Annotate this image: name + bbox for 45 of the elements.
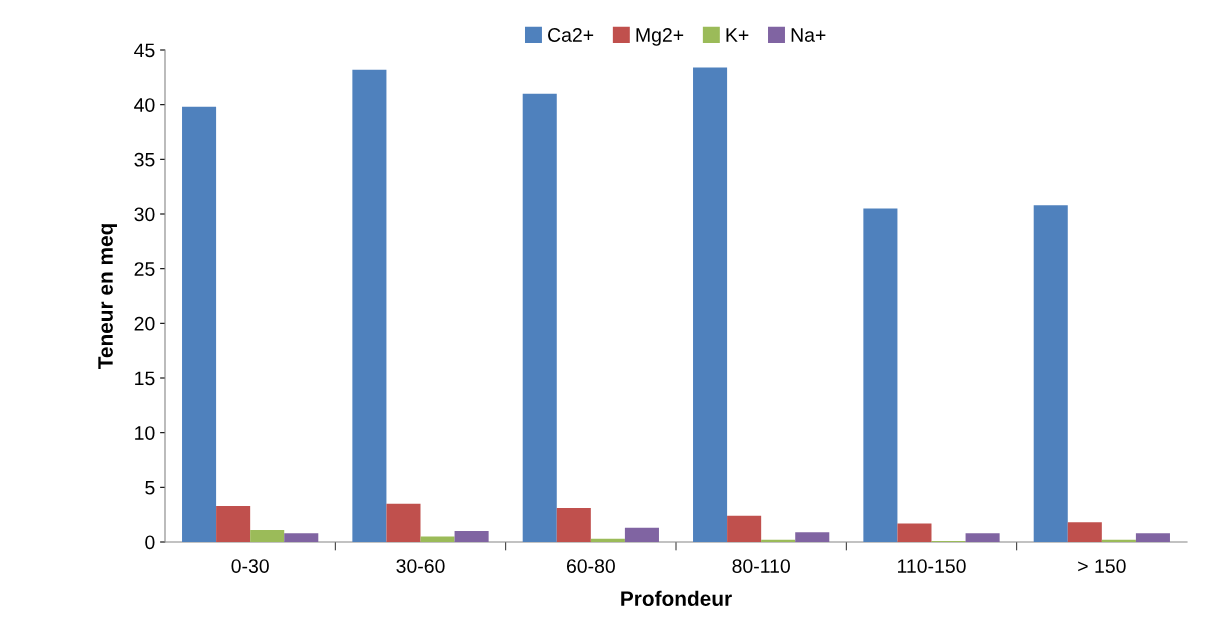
bar xyxy=(590,538,625,542)
y-axis-title: Teneur en meq xyxy=(98,224,117,370)
x-tick-label: 30-60 xyxy=(396,559,445,573)
bar xyxy=(216,505,251,542)
y-tick-label: 45 xyxy=(134,43,155,58)
legend-label: Na+ xyxy=(791,28,826,42)
bar xyxy=(1101,539,1136,542)
bar xyxy=(965,533,1000,542)
bar xyxy=(863,208,898,542)
y-tick-label: 10 xyxy=(135,426,155,440)
x-axis-title: Profondeur xyxy=(621,590,732,606)
bar xyxy=(454,531,489,542)
bar xyxy=(1033,205,1068,542)
bar xyxy=(624,527,659,542)
bar xyxy=(795,532,830,542)
x-tick-label: 110-150 xyxy=(898,559,966,573)
y-tick-label: 30 xyxy=(134,207,155,222)
y-tick-label: 35 xyxy=(134,152,155,167)
bar xyxy=(693,67,728,542)
x-tick-label: 80-110 xyxy=(732,559,790,573)
x-tick-label: 0-30 xyxy=(231,559,269,573)
bar xyxy=(522,93,557,542)
bar xyxy=(1135,533,1170,542)
x-tick-label: > 150 xyxy=(1078,559,1126,573)
legend-label: K+ xyxy=(726,28,749,42)
bar xyxy=(897,523,932,542)
y-tick-label: 5 xyxy=(145,481,155,495)
legend-label: Ca2+ xyxy=(548,28,594,42)
bar xyxy=(182,106,217,542)
y-tick-label: 40 xyxy=(134,98,155,112)
y-tick-label: 0 xyxy=(145,535,155,550)
bar xyxy=(352,69,387,542)
bar xyxy=(761,539,796,542)
bar xyxy=(284,533,319,542)
x-tick-label: 60-80 xyxy=(566,559,615,573)
bar xyxy=(556,508,591,542)
legend-label: Mg2+ xyxy=(636,28,684,46)
y-tick-label: 20 xyxy=(134,316,155,331)
y-tick-label: 25 xyxy=(134,262,155,276)
bar xyxy=(386,503,421,542)
y-tick-label: 15 xyxy=(135,371,155,386)
bar xyxy=(420,536,455,542)
bar xyxy=(250,529,285,542)
bar xyxy=(1067,522,1102,542)
bar xyxy=(727,515,762,542)
